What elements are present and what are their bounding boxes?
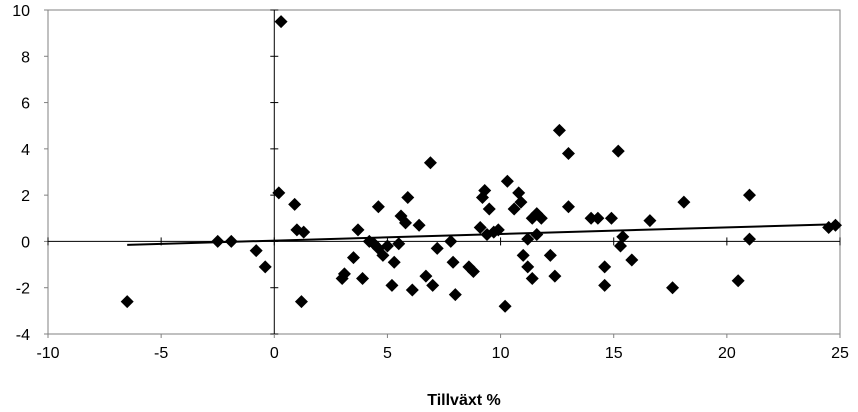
data-point (337, 267, 351, 281)
data-point (346, 251, 360, 265)
y-axis-ticks: -4 -2 0 2 4 6 8 10 (12, 3, 279, 344)
data-point (616, 230, 630, 244)
y-tick-label: 8 (21, 49, 30, 66)
data-point (356, 271, 370, 285)
data-point (405, 283, 419, 297)
y-tick-label: 4 (21, 142, 30, 159)
data-point (530, 227, 544, 241)
data-point (543, 248, 557, 262)
y-tick-label: 0 (21, 234, 30, 251)
x-tick-label: 25 (831, 345, 849, 362)
y-tick-label: -4 (16, 327, 30, 344)
data-points (120, 15, 842, 313)
x-tick-label: 5 (383, 345, 392, 362)
data-point (392, 237, 406, 251)
data-point (611, 144, 625, 158)
x-tick-label: 15 (605, 345, 623, 362)
data-point (498, 299, 512, 313)
x-axis-label: Tillväxt % (427, 392, 501, 409)
data-point (448, 288, 462, 302)
data-point (525, 271, 539, 285)
data-point (380, 239, 394, 253)
x-tick-label: 0 (270, 345, 279, 362)
data-point (584, 211, 598, 225)
data-point (473, 221, 487, 235)
data-point (294, 295, 308, 309)
data-point (419, 269, 433, 283)
data-point (466, 265, 480, 279)
y-tick-label: 10 (12, 3, 30, 20)
data-point (828, 218, 842, 232)
data-point (399, 216, 413, 230)
data-point (385, 278, 399, 292)
x-tick-label: 10 (492, 345, 510, 362)
data-point (297, 225, 311, 239)
y-tick-label: 2 (21, 188, 30, 205)
data-point (742, 232, 756, 246)
data-point (444, 234, 458, 248)
plot-border (47, 9, 841, 335)
data-point (591, 211, 605, 225)
data-point (430, 241, 444, 255)
y-tick-label: -2 (16, 281, 30, 298)
data-point (482, 202, 496, 216)
data-point (534, 211, 548, 225)
data-point (643, 214, 657, 228)
data-point (677, 195, 691, 209)
data-point (561, 200, 575, 214)
data-point (491, 223, 505, 237)
x-tick-label: -10 (36, 345, 59, 362)
data-point (423, 156, 437, 170)
data-point (614, 239, 628, 253)
data-point (507, 202, 521, 216)
data-point (552, 123, 566, 137)
data-point (426, 278, 440, 292)
data-point (598, 260, 612, 274)
data-point (371, 200, 385, 214)
data-point (548, 269, 562, 283)
data-point (274, 15, 288, 29)
data-point (446, 255, 460, 269)
data-point (258, 260, 272, 274)
data-point (376, 248, 390, 262)
data-point (512, 186, 526, 200)
data-point (351, 223, 365, 237)
x-tick-label: -5 (154, 345, 168, 362)
x-tick-label: 20 (718, 345, 736, 362)
data-point (120, 295, 134, 309)
data-point (604, 211, 618, 225)
data-point (731, 274, 745, 288)
y-tick-label: 6 (21, 96, 30, 113)
data-point (521, 260, 535, 274)
x-axis-ticks: -10 -5 0 5 10 15 20 25 (36, 237, 849, 362)
chart-axes (47, 9, 841, 335)
data-point (412, 218, 426, 232)
data-point (514, 195, 528, 209)
data-point (666, 281, 680, 295)
data-point (224, 234, 238, 248)
data-point (500, 174, 514, 188)
data-point (561, 146, 575, 160)
data-point (272, 186, 286, 200)
data-point (211, 234, 225, 248)
data-point (249, 244, 263, 258)
data-point (625, 253, 639, 267)
data-point (598, 278, 612, 292)
data-point (478, 184, 492, 198)
data-point (401, 190, 415, 204)
data-point (521, 232, 535, 246)
data-point (516, 248, 530, 262)
data-point (288, 197, 302, 211)
data-point (742, 188, 756, 202)
data-point (387, 255, 401, 269)
